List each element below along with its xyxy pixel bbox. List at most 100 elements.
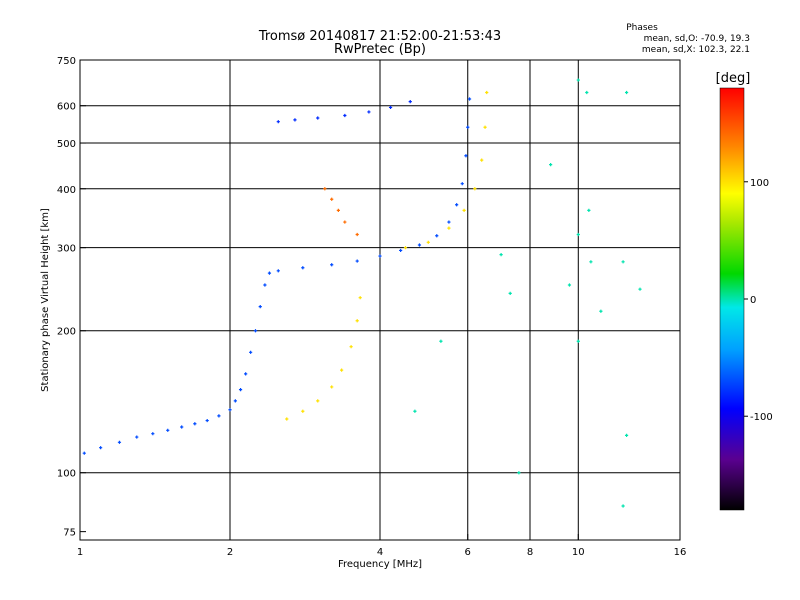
data-point bbox=[330, 197, 334, 201]
data-point bbox=[316, 116, 320, 120]
data-point bbox=[99, 446, 103, 450]
data-point bbox=[135, 435, 139, 439]
data-point bbox=[367, 110, 371, 114]
data-point bbox=[228, 408, 232, 412]
data-point bbox=[585, 90, 589, 95]
data-point bbox=[258, 305, 262, 309]
data-point bbox=[193, 422, 197, 426]
data-point bbox=[343, 113, 347, 118]
x-tick-label: 8 bbox=[527, 547, 533, 558]
data-point bbox=[151, 432, 155, 436]
y-axis-ticks: 75 100 200 300 400 500 600 750 bbox=[57, 56, 86, 539]
data-point bbox=[378, 254, 382, 258]
data-point bbox=[567, 283, 572, 287]
data-point bbox=[244, 372, 248, 376]
data-point bbox=[517, 471, 521, 475]
data-points bbox=[82, 78, 642, 508]
data-point bbox=[249, 350, 253, 354]
chart-subtitle: RwPretec (Bp) bbox=[334, 42, 426, 57]
data-point bbox=[355, 232, 359, 237]
data-point bbox=[576, 339, 580, 343]
y-axis-label: Stationary phase Virtual Height [km] bbox=[40, 208, 51, 392]
data-point bbox=[485, 90, 489, 95]
data-point bbox=[301, 266, 305, 270]
data-point bbox=[233, 399, 237, 403]
x-tick-label: 10 bbox=[572, 547, 585, 558]
data-point bbox=[340, 368, 344, 372]
data-point bbox=[399, 248, 403, 253]
data-point bbox=[166, 428, 170, 432]
colorbar-label: [deg] bbox=[716, 71, 751, 86]
data-point bbox=[276, 269, 280, 273]
data-point bbox=[589, 260, 593, 264]
data-point bbox=[576, 232, 580, 237]
x-tick-label: 4 bbox=[377, 547, 383, 558]
data-point bbox=[238, 388, 243, 392]
phase-stats-o: mean, sd,O: -70.9, 19.3 bbox=[644, 34, 750, 44]
data-point bbox=[576, 78, 580, 82]
data-point bbox=[638, 287, 642, 291]
y-tick-label: 750 bbox=[57, 56, 76, 67]
y-tick-label: 400 bbox=[57, 185, 76, 196]
data-point bbox=[508, 291, 512, 295]
data-point bbox=[462, 208, 466, 212]
data-point bbox=[587, 208, 591, 212]
data-point bbox=[343, 220, 347, 224]
colorbar-ticks: 100 0 -100 bbox=[744, 178, 773, 423]
phases-heading: Phases bbox=[626, 23, 658, 33]
data-point bbox=[480, 158, 484, 162]
y-tick-label: 500 bbox=[57, 139, 76, 150]
data-point bbox=[447, 226, 451, 230]
data-point bbox=[467, 97, 472, 101]
colorbar-tick-label: 100 bbox=[750, 178, 769, 189]
data-point bbox=[285, 417, 289, 421]
x-tick-label: 1 bbox=[77, 547, 83, 558]
phase-stats-x: mean, sd,X: 102.3, 22.1 bbox=[642, 45, 750, 55]
data-point bbox=[408, 100, 412, 104]
data-point bbox=[439, 339, 443, 343]
data-point bbox=[217, 414, 221, 418]
data-point bbox=[466, 125, 470, 129]
colorbar-tick-label: 0 bbox=[750, 295, 756, 306]
data-point bbox=[349, 345, 353, 349]
x-tick-label: 2 bbox=[227, 547, 233, 558]
data-point bbox=[621, 504, 625, 508]
data-point bbox=[483, 125, 487, 129]
data-point bbox=[624, 433, 629, 437]
data-point bbox=[417, 243, 422, 247]
data-point bbox=[316, 399, 320, 403]
data-point bbox=[447, 220, 451, 224]
x-axis-label: Frequency [MHz] bbox=[338, 559, 422, 570]
data-point bbox=[293, 118, 297, 122]
data-point bbox=[117, 440, 122, 444]
data-point bbox=[435, 234, 439, 238]
data-point bbox=[180, 425, 184, 429]
data-point bbox=[301, 409, 305, 413]
data-point bbox=[276, 120, 280, 124]
colorbar bbox=[719, 87, 745, 511]
data-point bbox=[455, 203, 459, 207]
colorbar-tick-label: -100 bbox=[750, 412, 773, 423]
data-point bbox=[267, 271, 272, 275]
data-point bbox=[460, 182, 464, 186]
data-point bbox=[464, 154, 468, 158]
data-point bbox=[426, 240, 430, 244]
data-point bbox=[253, 329, 258, 333]
data-point bbox=[330, 385, 334, 389]
data-point bbox=[549, 163, 553, 167]
data-point bbox=[355, 319, 359, 323]
x-tick-label: 16 bbox=[674, 547, 687, 558]
y-tick-label: 600 bbox=[57, 102, 76, 113]
data-point bbox=[403, 246, 408, 250]
data-point bbox=[355, 259, 359, 263]
data-point bbox=[499, 253, 503, 257]
y-tick-label: 200 bbox=[57, 327, 76, 338]
x-tick-label: 6 bbox=[465, 547, 471, 558]
y-tick-label: 75 bbox=[63, 528, 76, 539]
y-tick-label: 300 bbox=[57, 244, 76, 255]
data-point bbox=[413, 409, 417, 413]
x-axis-ticks: 1 2 4 6 8 10 16 bbox=[77, 534, 687, 558]
y-tick-label: 100 bbox=[57, 469, 76, 480]
data-point bbox=[624, 90, 629, 95]
